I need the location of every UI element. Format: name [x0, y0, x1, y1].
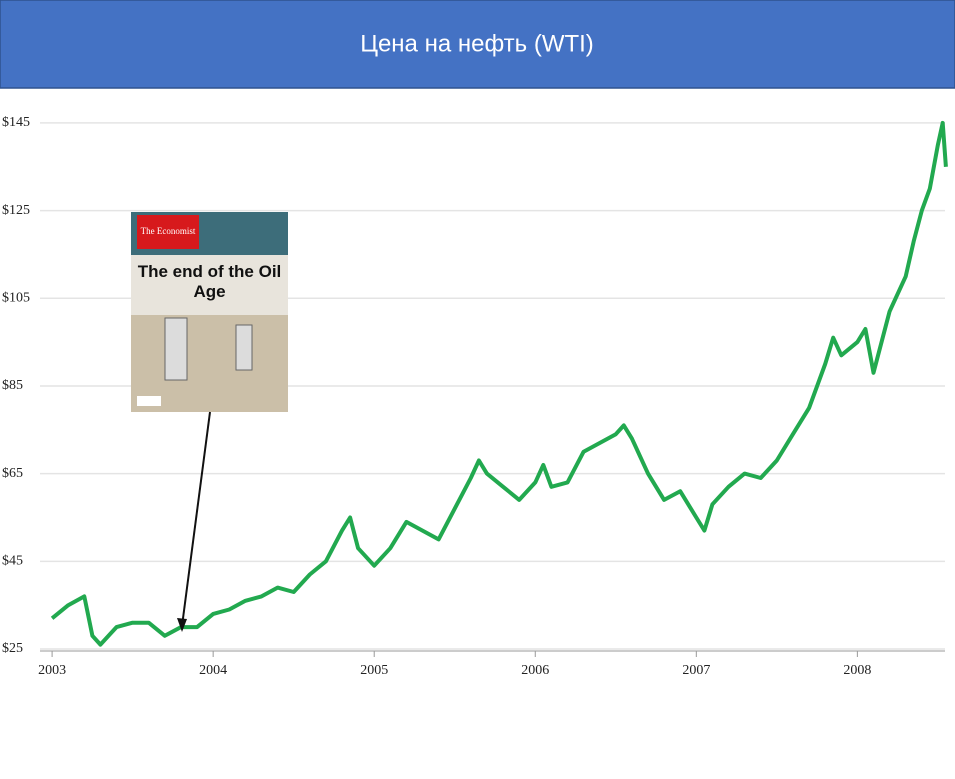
y-tick-label: $125: [2, 203, 30, 218]
y-tick-label: $65: [2, 466, 23, 481]
price-line: [50, 120, 948, 647]
cover-brand: The Economist: [141, 226, 196, 236]
magazine-cover: The Economist The end of the Oil Age: [131, 212, 288, 412]
x-tick-label: 2007: [682, 663, 710, 678]
plot: $25 $45 $65 $85 $105 $125 $145 2003 2004 2005 2006…: [2, 115, 948, 678]
cover-headline-box: The end of the Oil Age: [137, 262, 282, 301]
y-tick-label: $85: [2, 378, 23, 393]
x-tick-label: 2003: [38, 663, 66, 678]
pump: [235, 324, 253, 371]
x-tick-label: 2005: [360, 663, 388, 678]
x-tick-label: 2006: [521, 663, 549, 678]
arrow: [181, 411, 211, 627]
cover-headline: The end of the Oil Age: [137, 262, 282, 301]
y-tick-label: $145: [2, 115, 30, 130]
x-tick-label: 2004: [199, 663, 227, 678]
x-tick-label: 2008: [843, 663, 871, 678]
y-tick-label: $105: [2, 290, 30, 305]
y-tick-label: $45: [2, 554, 23, 569]
arrow-head: [177, 618, 187, 632]
cover-logo: [137, 215, 199, 249]
pump: [164, 317, 188, 381]
header-band: [0, 0, 955, 89]
cover-headline-bg: [131, 255, 288, 315]
barcode: [137, 396, 161, 406]
y-tick-label: $25: [2, 641, 23, 656]
chart-title: Цена на нефть (WTI): [360, 30, 594, 57]
